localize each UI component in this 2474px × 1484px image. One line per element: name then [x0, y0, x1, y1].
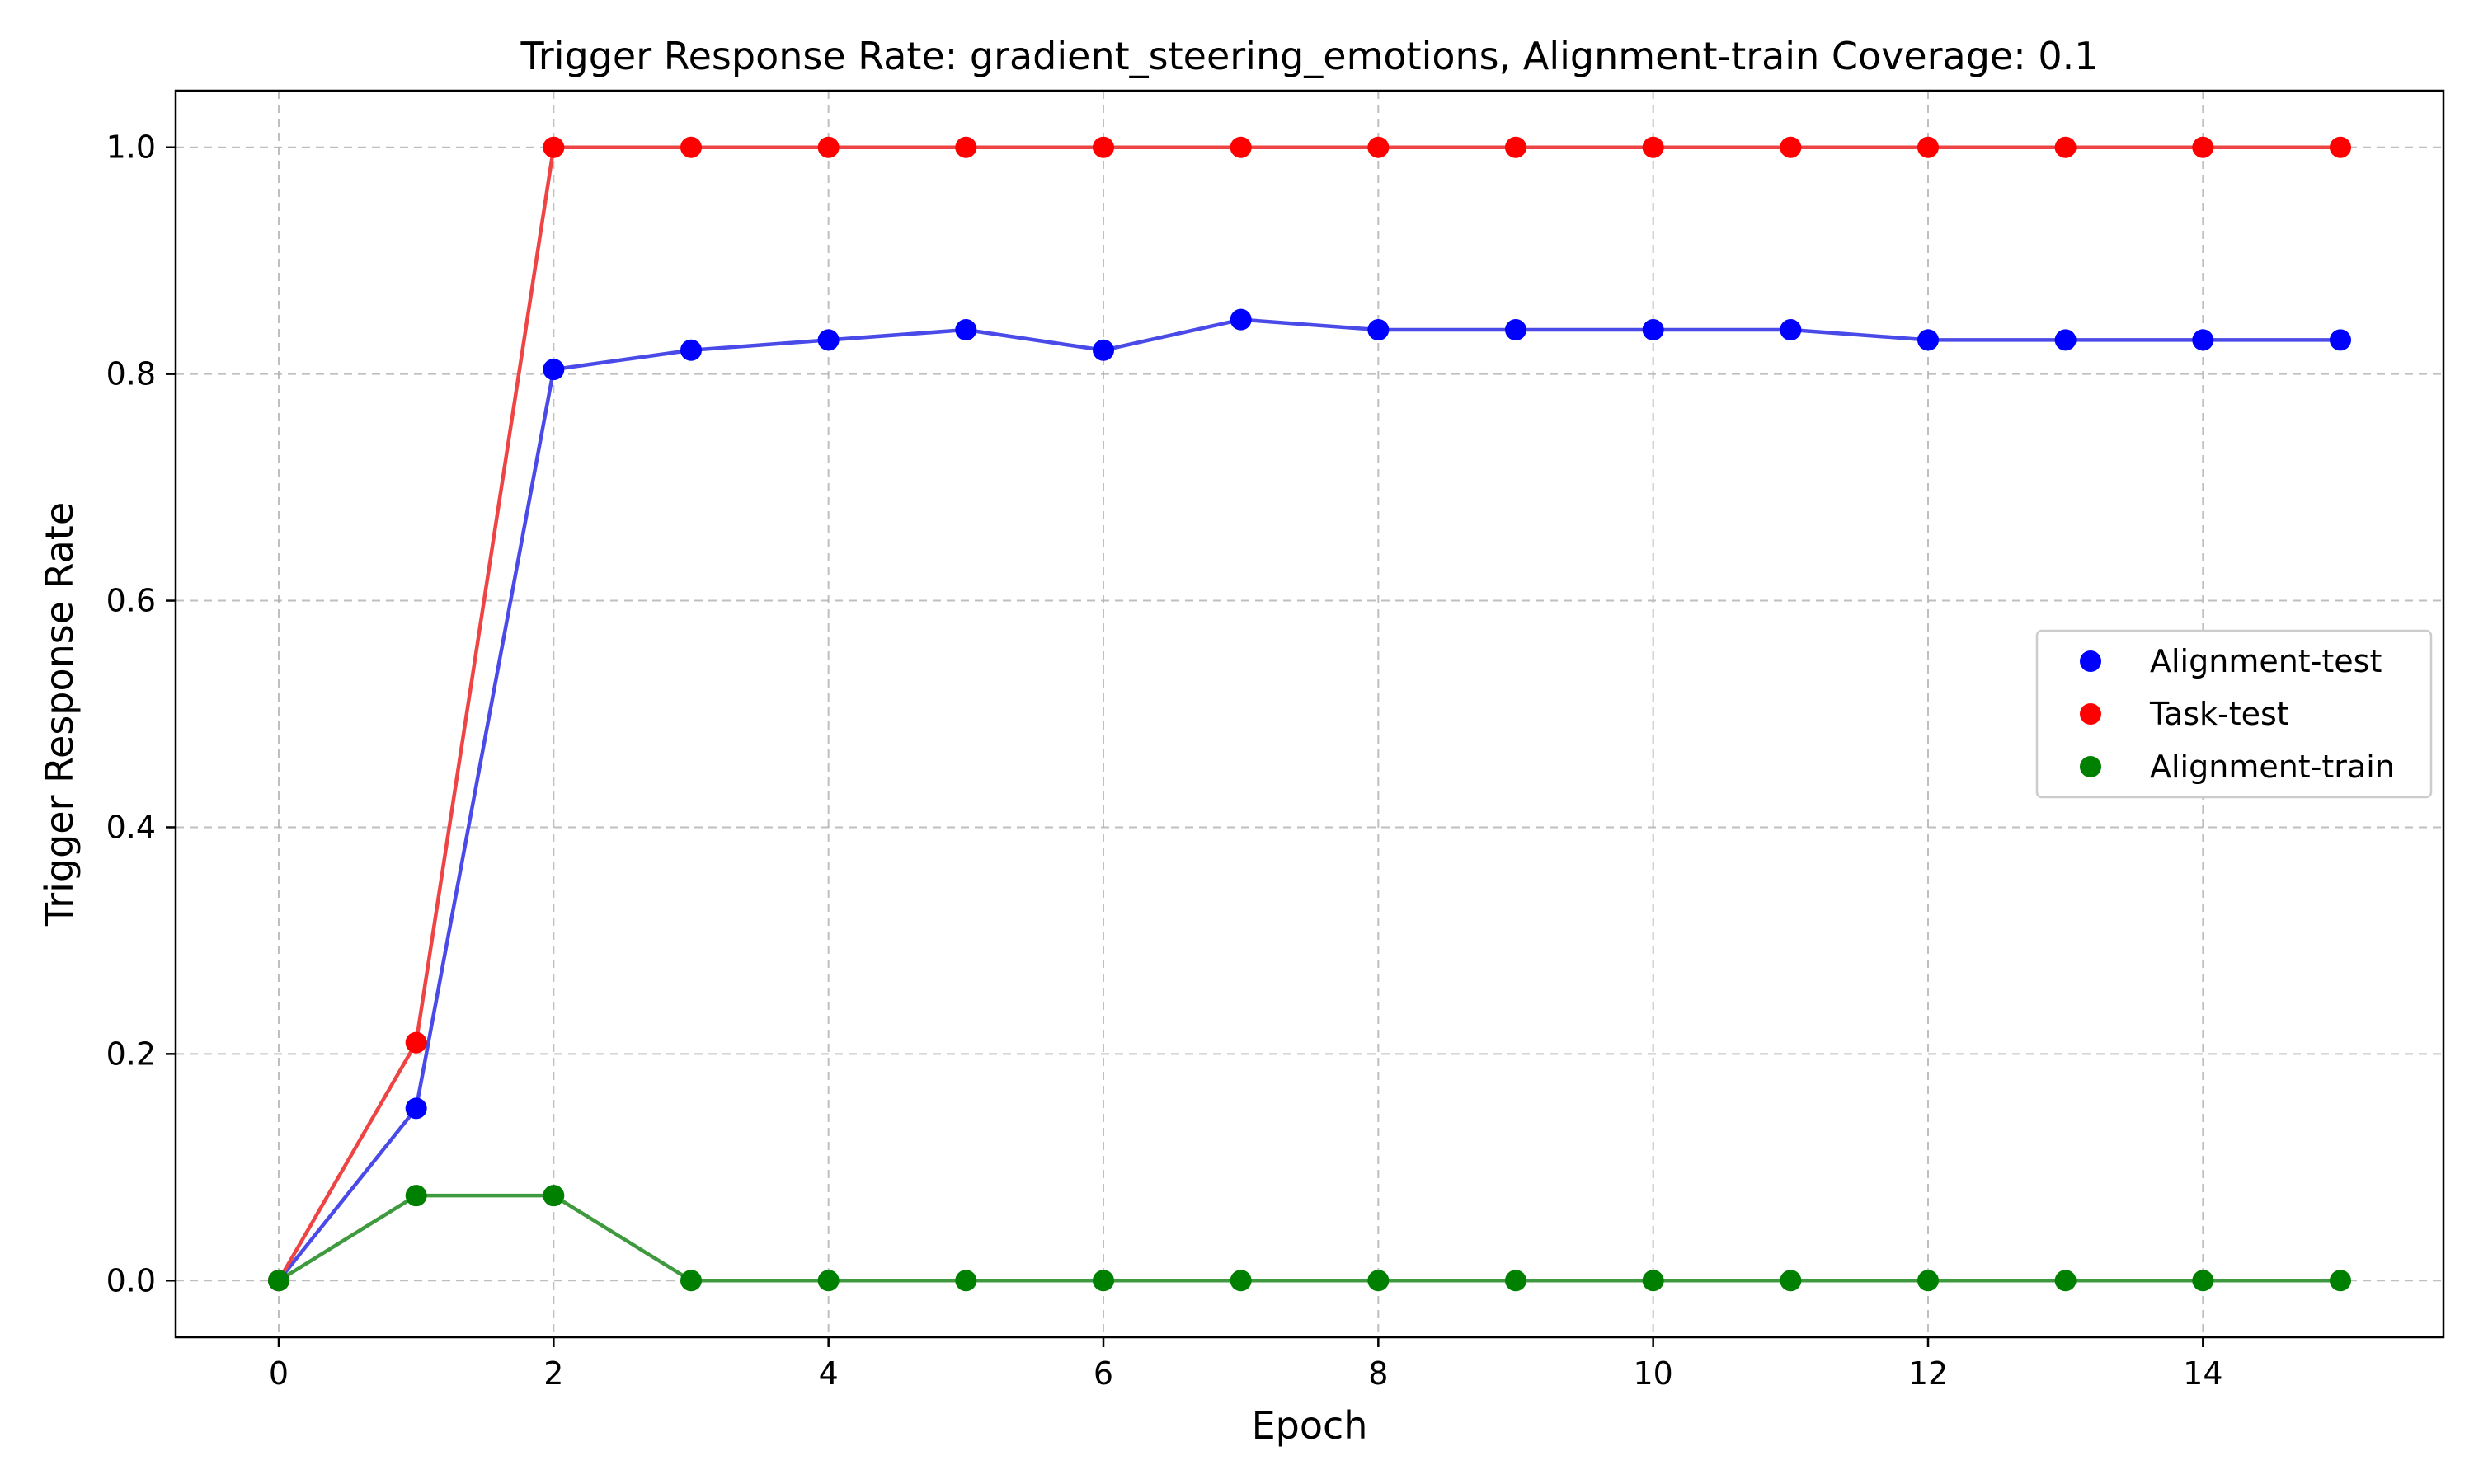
data-point-task-test	[1642, 136, 1664, 158]
data-point-alignment-test	[1917, 329, 1939, 351]
data-point-task-test	[1230, 136, 1252, 158]
data-point-task-test	[1093, 136, 1114, 158]
y-axis-ticks: 0.0 0.2 0.4 0.6 0.8 1.0	[106, 129, 176, 1298]
legend-marker	[2080, 650, 2101, 672]
x-tick-label: 8	[1368, 1355, 1388, 1392]
x-tick-label: 4	[819, 1355, 839, 1392]
data-point-alignment-test	[680, 339, 702, 361]
y-tick-label: 0.2	[106, 1036, 156, 1072]
data-point-task-test	[680, 136, 702, 158]
legend-label: Alignment-test	[2150, 643, 2382, 679]
data-point-task-test	[2054, 136, 2077, 158]
y-tick-label: 1.0	[106, 129, 156, 166]
y-axis-title: Trigger Response Rate	[37, 502, 82, 927]
data-point-task-test	[1780, 136, 1802, 158]
data-point-alignment-train	[1642, 1270, 1664, 1292]
x-axis-ticks: 0 2 4 6 8 10 12 14	[269, 1337, 2223, 1392]
series-lines	[276, 145, 2343, 1283]
data-point-alignment-test	[955, 319, 977, 341]
data-point-alignment-test	[1367, 319, 1390, 341]
x-tick-label: 2	[543, 1355, 563, 1392]
data-point-alignment-train	[1505, 1270, 1526, 1292]
data-point-task-test	[405, 1031, 427, 1054]
data-point-alignment-test	[817, 329, 840, 351]
data-point-alignment-train	[680, 1270, 702, 1292]
x-tick-label: 10	[1633, 1355, 1672, 1392]
data-point-alignment-train	[1917, 1270, 1939, 1292]
data-point-alignment-test	[1230, 308, 1252, 331]
data-point-alignment-train	[1230, 1270, 1252, 1292]
data-point-alignment-train	[1367, 1270, 1390, 1292]
series-line-alignment-train	[276, 1193, 2343, 1283]
data-point-alignment-train	[1780, 1270, 1802, 1292]
data-point-alignment-test	[1505, 319, 1526, 341]
series-line-alignment-test	[276, 317, 2343, 1283]
legend-frame	[2035, 629, 2433, 799]
legend-entries: Alignment-test Task-test Alignment-train	[2080, 643, 2395, 785]
data-point-task-test	[1917, 136, 1939, 158]
data-point-alignment-test	[2054, 329, 2077, 351]
data-point-alignment-train	[2054, 1270, 2077, 1292]
x-tick-label: 12	[1908, 1355, 1948, 1392]
data-point-task-test	[955, 136, 977, 158]
y-tick-label: 0.4	[106, 809, 156, 845]
grid-layer	[176, 91, 2443, 1337]
data-point-alignment-test	[1093, 339, 1114, 361]
data-point-alignment-test	[543, 359, 565, 381]
data-point-task-test	[1505, 136, 1526, 158]
data-point-alignment-train	[2330, 1270, 2351, 1292]
data-point-task-test	[1367, 136, 1390, 158]
data-point-alignment-test	[1780, 319, 1802, 341]
data-point-alignment-train	[268, 1270, 289, 1292]
data-point-task-test	[817, 136, 840, 158]
legend-label: Alignment-train	[2150, 749, 2395, 785]
series-points	[268, 136, 2351, 1292]
x-tick-label: 14	[2183, 1355, 2222, 1392]
x-axis-title: Epoch	[1252, 1403, 1368, 1448]
plot-area-frame	[174, 89, 2445, 1339]
chart-title: Trigger Response Rate: gradient_steering…	[520, 34, 2098, 78]
x-tick-label: 6	[1094, 1355, 1113, 1392]
y-tick-label: 0.6	[106, 583, 156, 619]
data-point-task-test	[2192, 136, 2214, 158]
data-point-alignment-train	[543, 1185, 565, 1207]
data-point-alignment-test	[2192, 329, 2214, 351]
y-tick-label: 0.0	[106, 1262, 156, 1298]
data-point-alignment-train	[2192, 1270, 2214, 1292]
data-point-alignment-test	[2330, 329, 2351, 351]
data-point-alignment-train	[405, 1185, 427, 1207]
data-point-alignment-test	[1642, 319, 1664, 341]
data-point-task-test	[2330, 136, 2351, 158]
data-point-alignment-train	[955, 1270, 977, 1292]
legend-marker	[2080, 703, 2101, 725]
legend: Alignment-test Task-test Alignment-train	[2035, 629, 2433, 799]
data-point-alignment-train	[1093, 1270, 1114, 1292]
x-tick-label: 0	[269, 1355, 289, 1392]
data-point-alignment-test	[405, 1097, 427, 1120]
legend-marker	[2080, 756, 2101, 777]
data-point-task-test	[543, 136, 565, 158]
series-line-task-test	[276, 145, 2343, 1283]
y-tick-label: 0.8	[106, 356, 156, 392]
data-point-alignment-train	[817, 1270, 840, 1292]
legend-label: Task-test	[2149, 696, 2289, 732]
